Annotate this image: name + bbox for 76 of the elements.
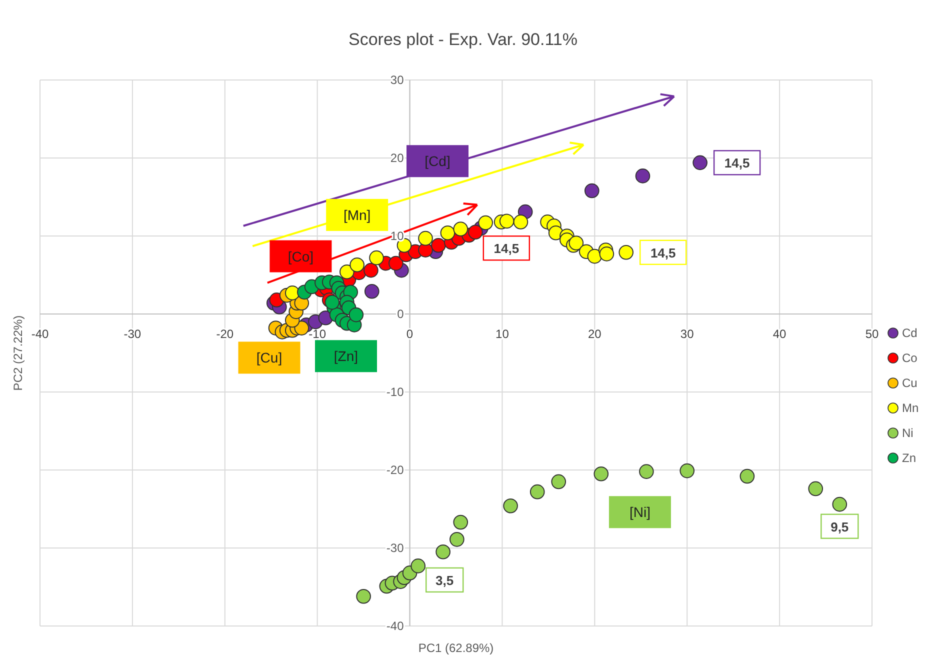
point	[450, 532, 464, 547]
annotation: 3,5	[436, 572, 454, 588]
point	[635, 168, 650, 184]
point	[618, 244, 634, 260]
point	[478, 215, 493, 230]
y-tick-label: 0	[397, 307, 404, 321]
point	[410, 558, 426, 574]
point	[499, 214, 514, 229]
point	[692, 155, 708, 170]
y-tick-label: -30	[386, 541, 404, 555]
y-tick-label: -10	[386, 385, 404, 399]
annotation: 14,5	[724, 156, 750, 171]
point	[388, 256, 404, 271]
point	[740, 468, 755, 484]
legend-label: Co	[902, 351, 918, 365]
x-tick-label: 0	[406, 327, 414, 341]
annotation: 14,5	[650, 245, 676, 260]
point	[350, 257, 364, 272]
point	[364, 284, 380, 299]
point	[503, 498, 518, 514]
y-tick-label: -20	[386, 463, 404, 477]
point	[418, 230, 433, 246]
annotation: [Zn]	[334, 348, 358, 364]
point	[356, 588, 371, 604]
point	[453, 222, 468, 236]
point	[468, 224, 483, 240]
point	[639, 464, 654, 479]
legend-label: Zn	[902, 451, 916, 465]
y-tick-label: 30	[390, 73, 404, 87]
x-tick-label: 40	[772, 327, 787, 341]
x-tick-label: -40	[31, 327, 49, 341]
point	[832, 496, 848, 512]
point	[513, 214, 528, 230]
point	[680, 463, 695, 478]
x-tick-label: -20	[216, 327, 234, 341]
point	[440, 225, 456, 240]
point	[348, 307, 364, 322]
point	[530, 484, 545, 500]
x-tick-label: 50	[865, 327, 879, 341]
point	[599, 246, 614, 262]
annotation: [Co]	[288, 248, 314, 264]
x-tick-label: 10	[496, 327, 510, 341]
chart-title: Scores plot - Exp. Var. 90.11%	[348, 30, 578, 49]
point	[369, 250, 384, 266]
point	[340, 264, 354, 280]
y-tick-label: -40	[386, 619, 404, 633]
annotation: [Cd]	[424, 153, 450, 170]
legend-label: Cu	[902, 376, 918, 390]
annotation: [Cu]	[256, 350, 282, 366]
y-axis-title: PC2 (27.22%)	[11, 315, 25, 391]
legend-label: Mn	[902, 401, 919, 415]
annotation: [Ni]	[629, 504, 650, 520]
annotation: [Mn]	[343, 206, 371, 223]
point	[551, 474, 566, 490]
point	[453, 514, 468, 530]
point	[808, 481, 824, 496]
x-axis-title: PC1 (62.89%)	[418, 641, 494, 655]
point	[294, 320, 310, 336]
point	[364, 262, 378, 278]
annotation: 14,5	[494, 241, 520, 256]
point	[594, 466, 609, 482]
point	[431, 238, 446, 253]
x-tick-label: -10	[308, 327, 326, 341]
legend-label: Ni	[902, 426, 914, 440]
x-tick-label: 20	[588, 327, 602, 341]
x-tick-label: 30	[680, 327, 694, 341]
x-tick-label: -30	[124, 327, 142, 341]
legend-label: Cd	[902, 326, 918, 340]
point	[284, 286, 300, 300]
point	[584, 183, 600, 198]
y-tick-label: 20	[390, 151, 404, 165]
point	[568, 236, 584, 250]
point	[436, 544, 450, 560]
point	[587, 248, 602, 264]
annotation: 9,5	[830, 519, 849, 534]
point	[324, 294, 340, 310]
